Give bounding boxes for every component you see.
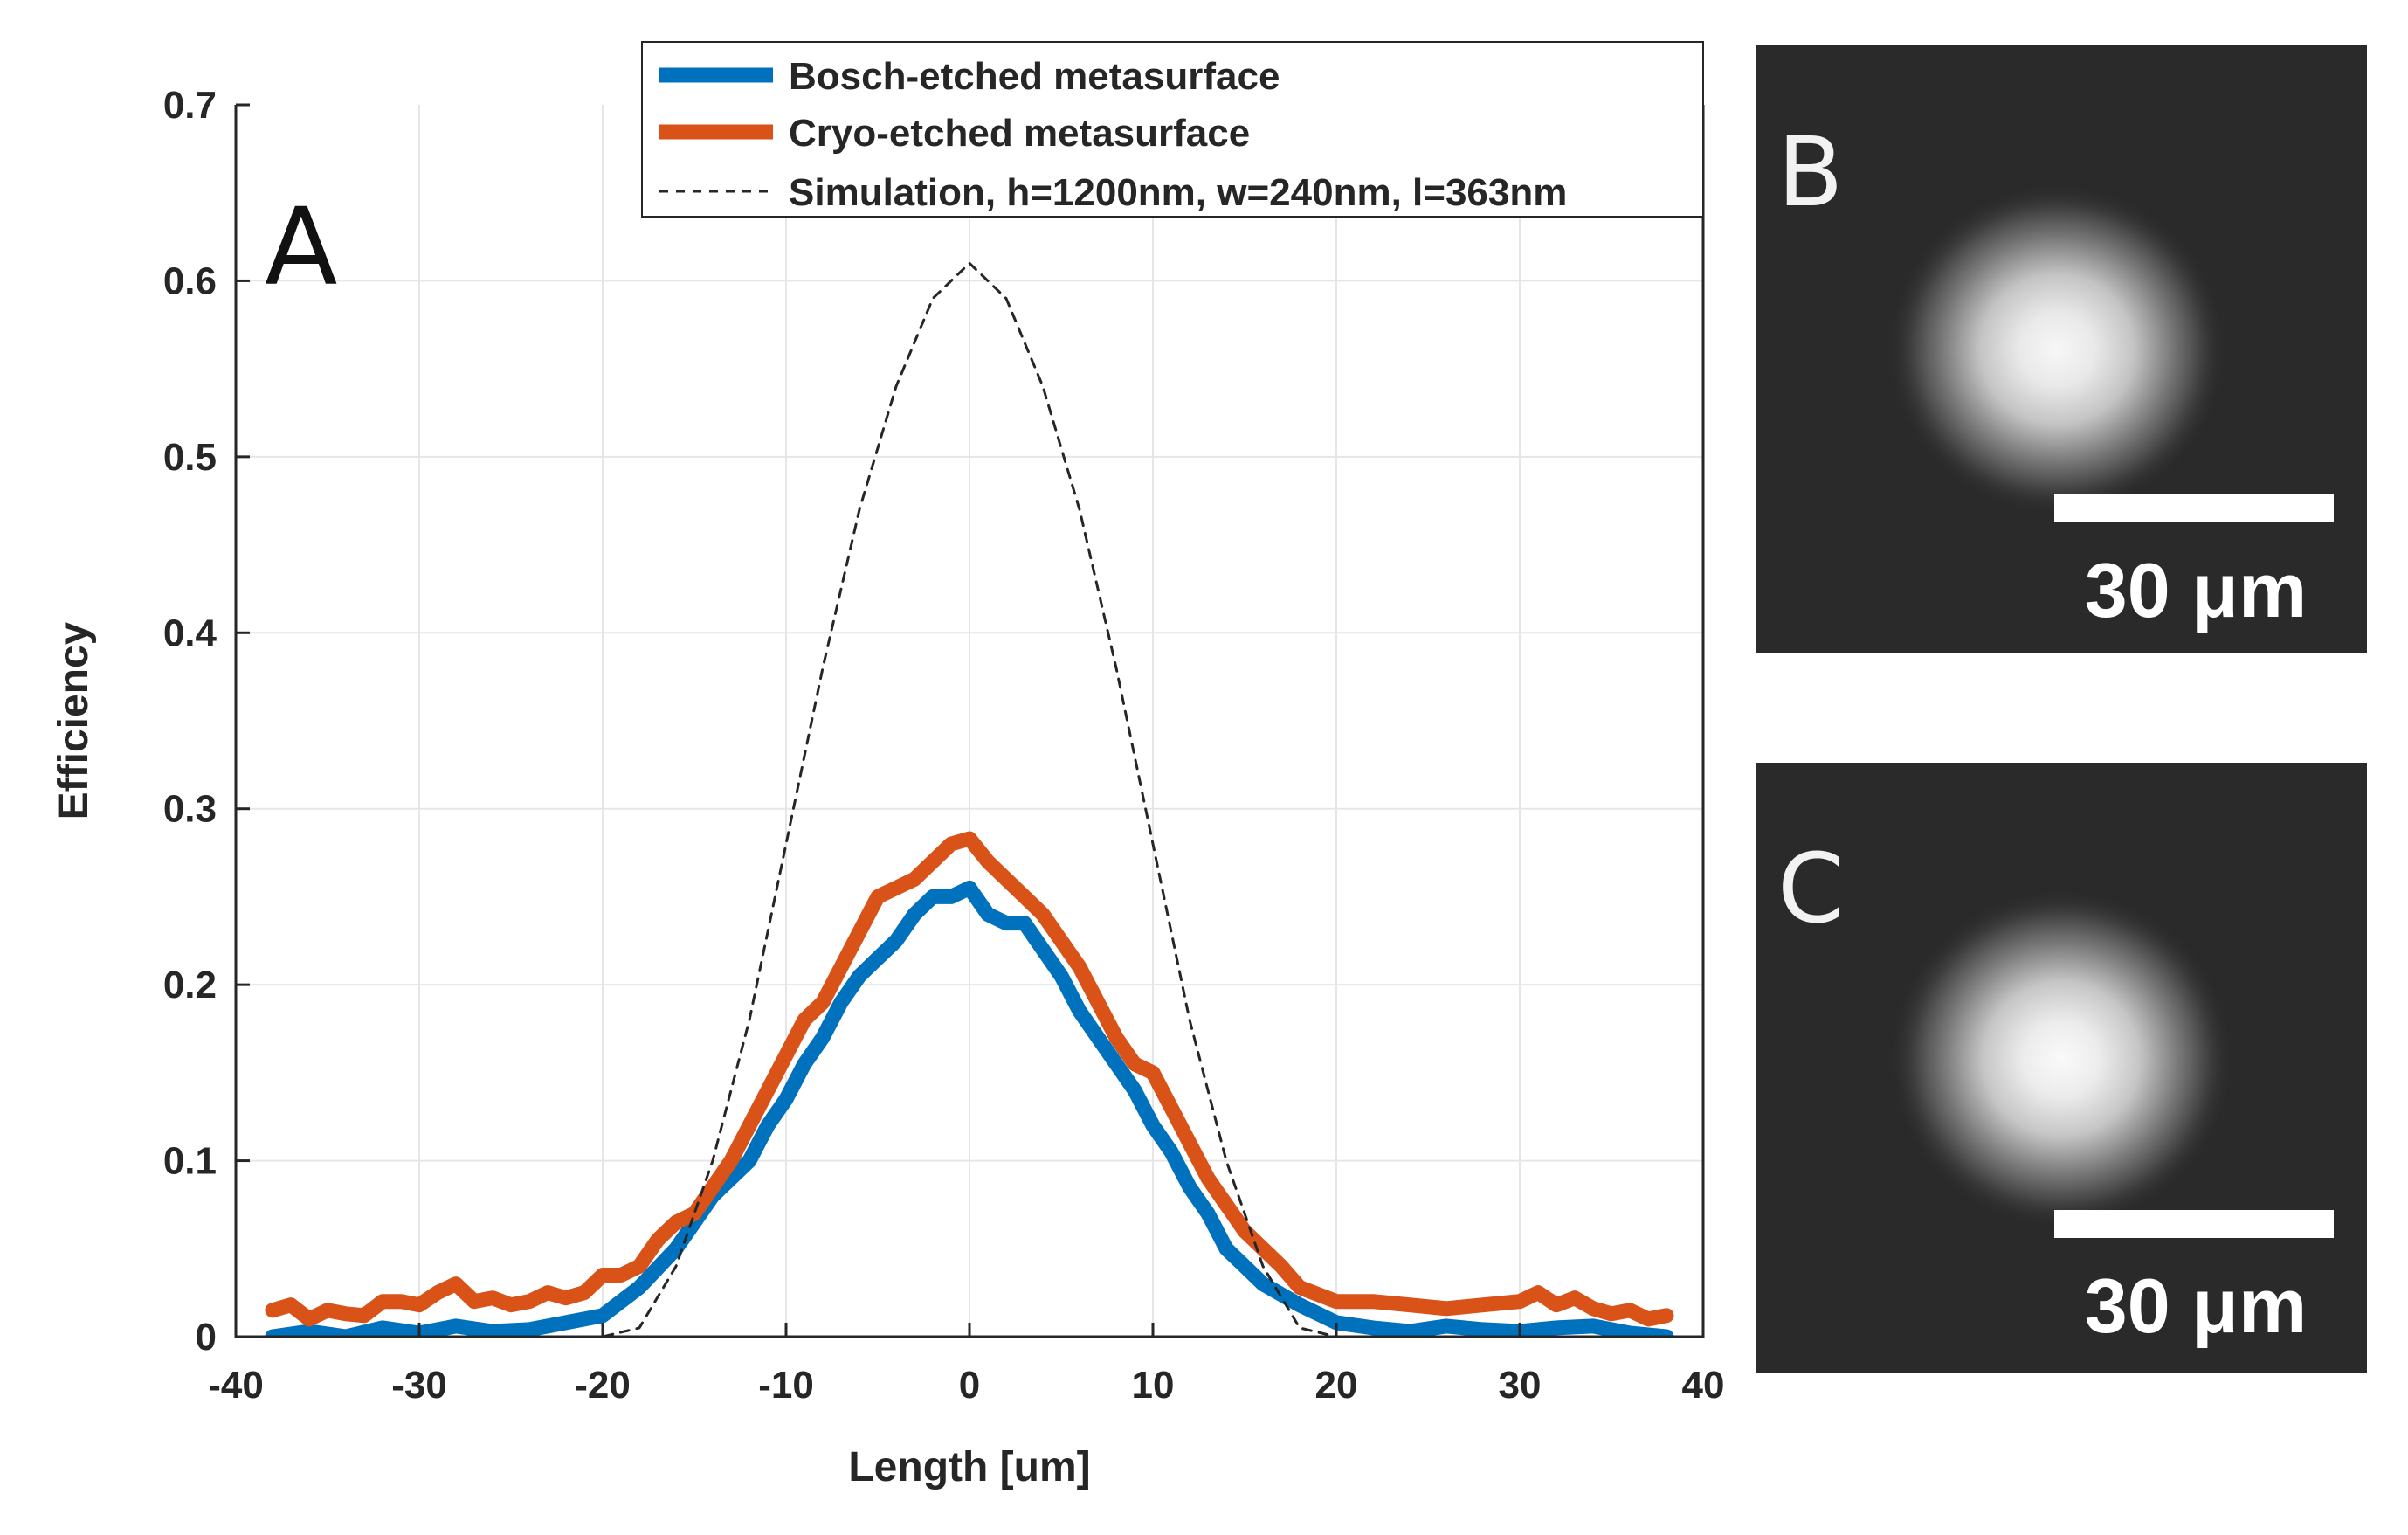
series-layer [265,261,1674,1337]
panel-b-letter: B [1777,116,1843,228]
legend-box [641,41,1704,218]
x-tick-label: 0 [959,1364,980,1407]
panel-a-chart: -40 -30 -20 -10 0 10 20 30 40 0 0.1 0.2 0.3 0.4 0.5 0.… [51,41,1724,1490]
x-tick-labels: -40 -30 -20 -10 0 10 20 30 40 [208,1364,1724,1407]
panel-c-letter: C [1777,833,1845,944]
x-tick-label: -20 [575,1364,631,1407]
y-tick-label: 0 [196,1316,217,1359]
y-tick-label: 0.6 [163,259,217,302]
tick-layer [234,103,1705,1338]
legend-label-cryo: Cryo-etched metasurface [789,112,1250,155]
x-tick-label: -10 [758,1364,814,1407]
series-line-bosch [265,880,1674,1337]
series-line-simulation [271,261,1668,1337]
x-tick-label: 10 [1132,1364,1175,1407]
legend: Bosch-etched metasurface Cryo-etched met… [641,41,1704,218]
panel-label-a: A [265,185,337,309]
x-axis-title: Length [um] [848,1444,1090,1490]
y-tick-label: 0.2 [163,964,217,1006]
x-tick-label: 20 [1315,1364,1358,1407]
panel-c-image: C 30 μm [1756,763,2367,1373]
y-tick-label: 0.4 [163,612,217,654]
x-tick-label: 30 [1499,1364,1542,1407]
panel-b-scale-label: 30 μm [2085,547,2307,633]
y-tick-label: 0.7 [163,84,217,127]
series-line-cryo [265,831,1674,1327]
legend-label-bosch: Bosch-etched metasurface [789,55,1280,98]
panel-b-image: B 30 μm [1756,45,2367,653]
y-axis-title: Efficiency [51,621,97,819]
grid-layer [236,105,1703,1337]
panel-c-scale-label: 30 μm [2085,1262,2307,1349]
y-tick-label: 0.1 [163,1140,217,1183]
y-tick-label: 0.5 [163,436,217,479]
panel-b-beam-spot [1887,183,2227,515]
y-tick-label: 0.3 [163,788,217,831]
panel-c-beam-spot [1888,889,2234,1229]
y-tick-labels: 0 0.1 0.2 0.3 0.4 0.5 0.6 0.7 [163,84,217,1359]
x-tick-label: -30 [391,1364,447,1407]
legend-label-simulation: Simulation, h=1200nm, w=240nm, l=363nm [789,171,1567,214]
x-tick-label: -40 [208,1364,264,1407]
panel-c-scale-bar [2054,1210,2334,1238]
panel-b-scale-bar [2054,494,2334,522]
x-tick-label: 40 [1682,1364,1725,1407]
